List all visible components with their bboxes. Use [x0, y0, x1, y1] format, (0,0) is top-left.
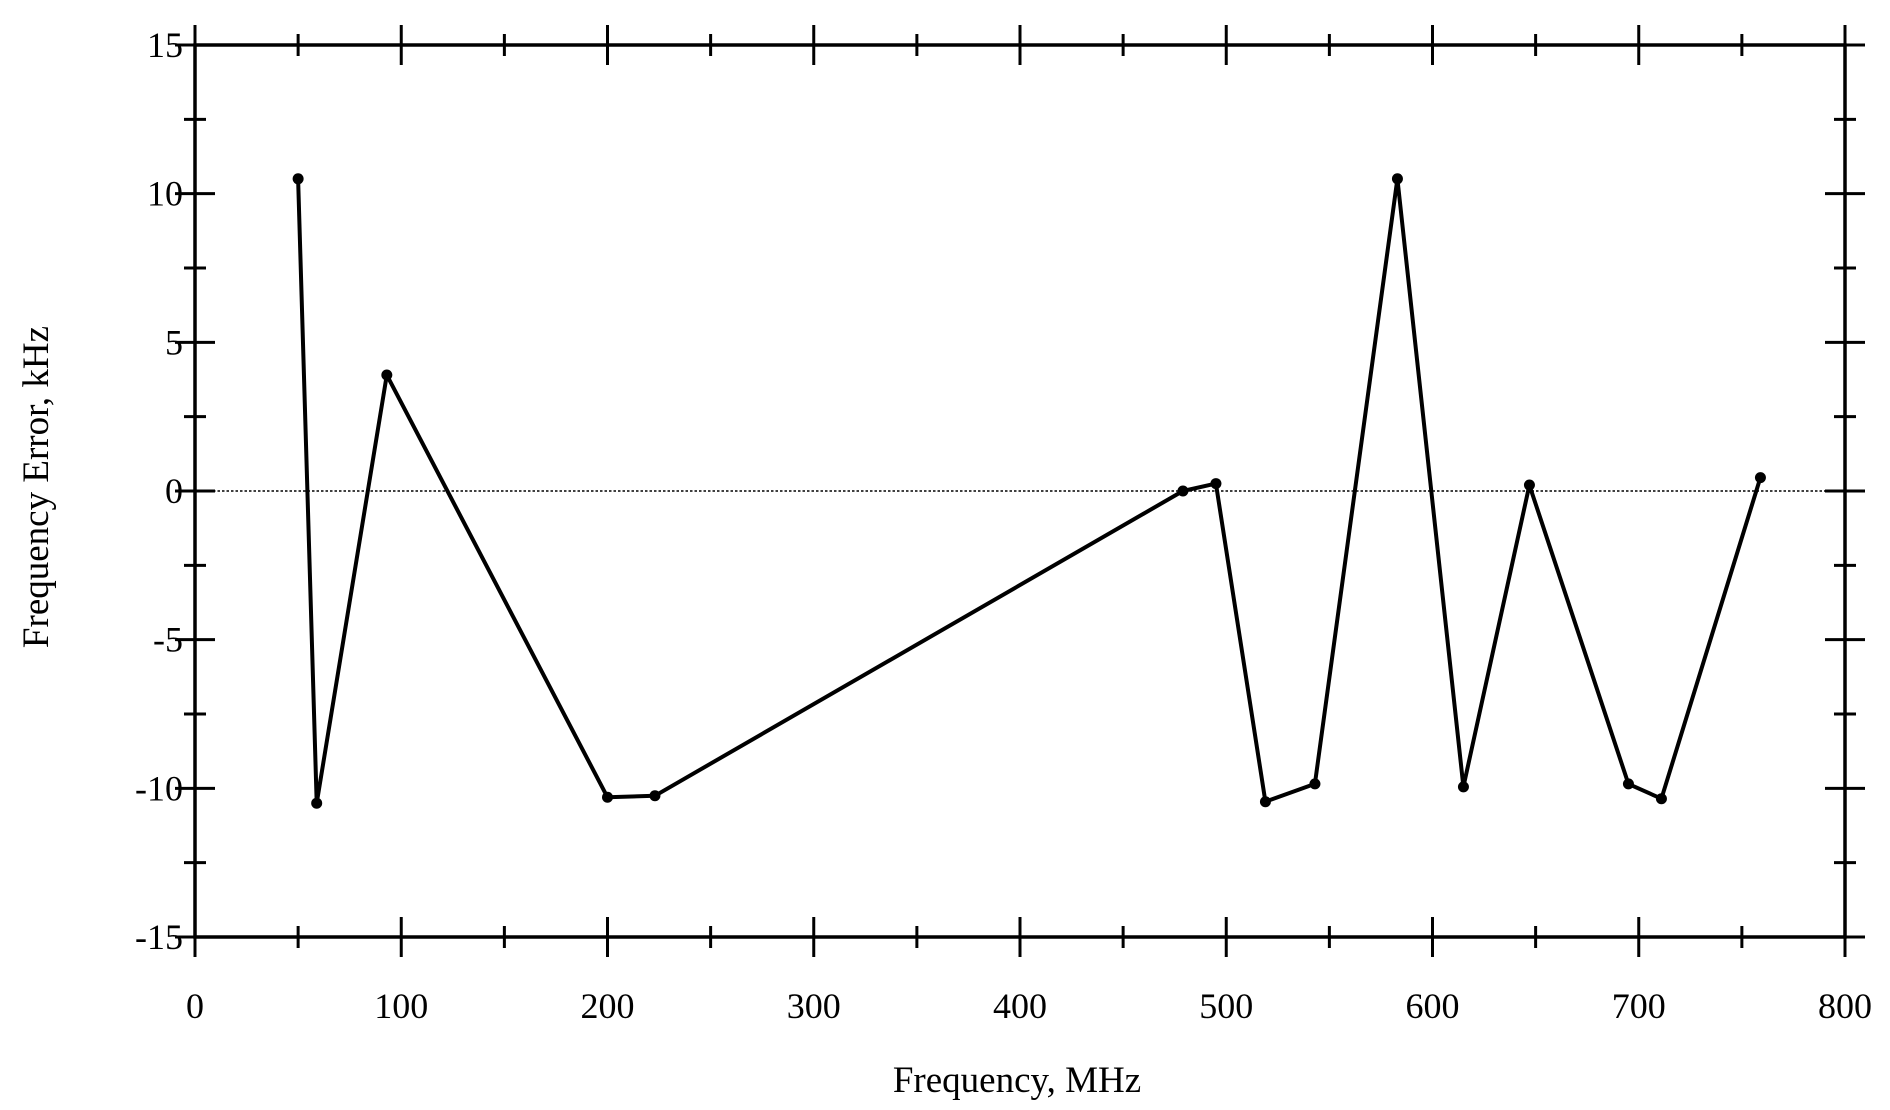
series-group — [292, 173, 1766, 809]
x-tick-label: 0 — [186, 986, 204, 1026]
data-point — [311, 797, 323, 809]
x-tick-label: 100 — [374, 986, 428, 1026]
data-point — [1391, 173, 1403, 185]
data-point — [1523, 479, 1535, 491]
data-point — [381, 369, 393, 381]
x-axis-title: Frequency, MHz — [893, 1060, 1141, 1101]
x-tick-label: 800 — [1818, 986, 1872, 1026]
y-axis-title: Frequency Error, kHz — [16, 326, 57, 648]
y-tick-labels: 15 10 5 0 -5 -10 -15 — [135, 25, 183, 957]
axis-ticks — [175, 25, 1865, 957]
x-tick-label: 200 — [581, 986, 635, 1026]
data-point — [292, 173, 304, 185]
y-tick-label: 15 — [147, 25, 183, 65]
y-tick-label: -10 — [135, 768, 183, 808]
data-point — [1259, 796, 1271, 808]
data-point — [602, 791, 613, 803]
data-point — [1210, 478, 1222, 490]
x-tick-labels: 0 100 200 300 400 500 600 700 800 — [186, 986, 1872, 1026]
data-point — [1457, 781, 1469, 793]
data-point — [649, 790, 661, 802]
y-tick-label: 10 — [147, 174, 183, 214]
data-point — [1177, 485, 1189, 497]
y-tick-label: -15 — [135, 917, 183, 957]
y-tick-label: -5 — [153, 620, 183, 660]
x-tick-label: 400 — [993, 986, 1047, 1026]
x-tick-label: 700 — [1612, 986, 1666, 1026]
x-tick-label: 500 — [1199, 986, 1253, 1026]
data-point — [1655, 793, 1667, 805]
data-point — [1309, 778, 1321, 790]
y-tick-label: 5 — [165, 322, 183, 362]
data-point — [1754, 472, 1766, 484]
x-tick-label: 600 — [1406, 986, 1460, 1026]
x-tick-label: 300 — [787, 986, 841, 1026]
y-tick-label: 0 — [165, 471, 183, 511]
data-point — [1622, 778, 1634, 790]
